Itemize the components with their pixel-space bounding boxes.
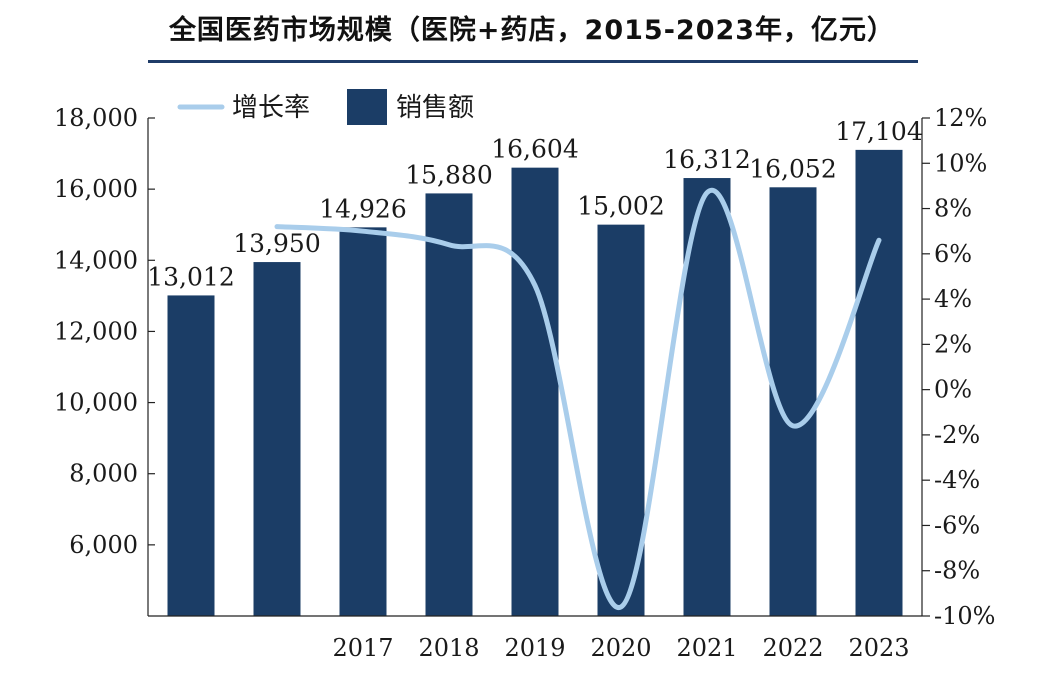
bar-2017 <box>339 227 387 617</box>
left-tick-label: 6,000 <box>69 531 138 559</box>
right-tick-label: 6% <box>934 240 972 268</box>
right-tick-label: 4% <box>934 285 972 313</box>
right-tick-label: -4% <box>934 466 980 494</box>
x-tick-layer: 2017 2018 2019 2020 2021 2022 2023 <box>332 634 909 662</box>
bars-layer <box>167 149 903 617</box>
legend-label-sales: 销售额 <box>396 93 474 123</box>
x-tick-label: 2018 <box>418 634 479 662</box>
left-tick-label: 14,000 <box>54 246 138 274</box>
x-tick-label: 2023 <box>848 634 909 662</box>
bar-label-2015: 13,012 <box>147 262 234 291</box>
chart-title: 全国医药市场规模（医院+药店，2015-2023年，亿元） <box>168 15 896 46</box>
x-tick-label: 2017 <box>332 634 393 662</box>
bar-label-2022: 16,052 <box>749 154 836 183</box>
bar-label-2017: 14,926 <box>319 194 406 223</box>
right-tick-label: -8% <box>934 557 980 585</box>
right-tick-label: 8% <box>934 195 972 223</box>
growth-line-layer <box>274 187 882 610</box>
x-tick-label: 2022 <box>762 634 823 662</box>
bar-label-2018: 15,880 <box>405 160 492 189</box>
bar-2018 <box>425 193 473 616</box>
legend-label-growth: 增长率 <box>232 93 310 123</box>
bar-2023 <box>855 149 903 616</box>
right-tick-label: 12% <box>934 104 987 132</box>
x-tick-label: 2021 <box>676 634 737 662</box>
legend: 增长率 销售额 <box>177 89 474 125</box>
right-tick-label: 0% <box>934 376 972 404</box>
x-tick-label: 2020 <box>590 634 651 662</box>
right-tick-label: 2% <box>934 330 972 358</box>
left-tick-label: 16,000 <box>54 175 138 203</box>
left-tick-label: 12,000 <box>54 317 138 345</box>
bar-label-2019: 16,604 <box>491 135 578 164</box>
left-tick-label: 18,000 <box>54 104 138 132</box>
x-tick-label: 2019 <box>504 634 565 662</box>
axes-layer <box>147 118 923 617</box>
bar-label-2021: 16,312 <box>663 145 750 174</box>
legend-box-swatch <box>347 89 387 125</box>
bar-label-2016: 13,950 <box>233 229 320 258</box>
left-tick-label: 10,000 <box>54 389 138 417</box>
left-tick-label: 8,000 <box>69 460 138 488</box>
left-tick-layer: 6,000 8,000 10,000 12,000 14,000 16,000 18,000 <box>54 104 155 559</box>
bar-2021 <box>683 178 731 617</box>
bar-2020 <box>597 224 645 617</box>
bar-2019 <box>511 167 559 616</box>
title-underline <box>148 60 918 63</box>
right-tick-layer: -10% -8% -6% -4% -2% 0% 2% 4% 6% 8% 10% 12% <box>922 104 995 630</box>
bar-label-2023: 17,104 <box>835 117 922 146</box>
right-tick-label: -10% <box>934 602 995 630</box>
growth-rate-line <box>274 187 882 610</box>
right-tick-label: 10% <box>934 149 987 177</box>
right-tick-label: -2% <box>934 421 980 449</box>
right-tick-label: -6% <box>934 511 980 539</box>
bar-label-2020: 15,002 <box>577 192 664 221</box>
bar-2016 <box>253 262 301 616</box>
bar-2015 <box>167 295 215 616</box>
